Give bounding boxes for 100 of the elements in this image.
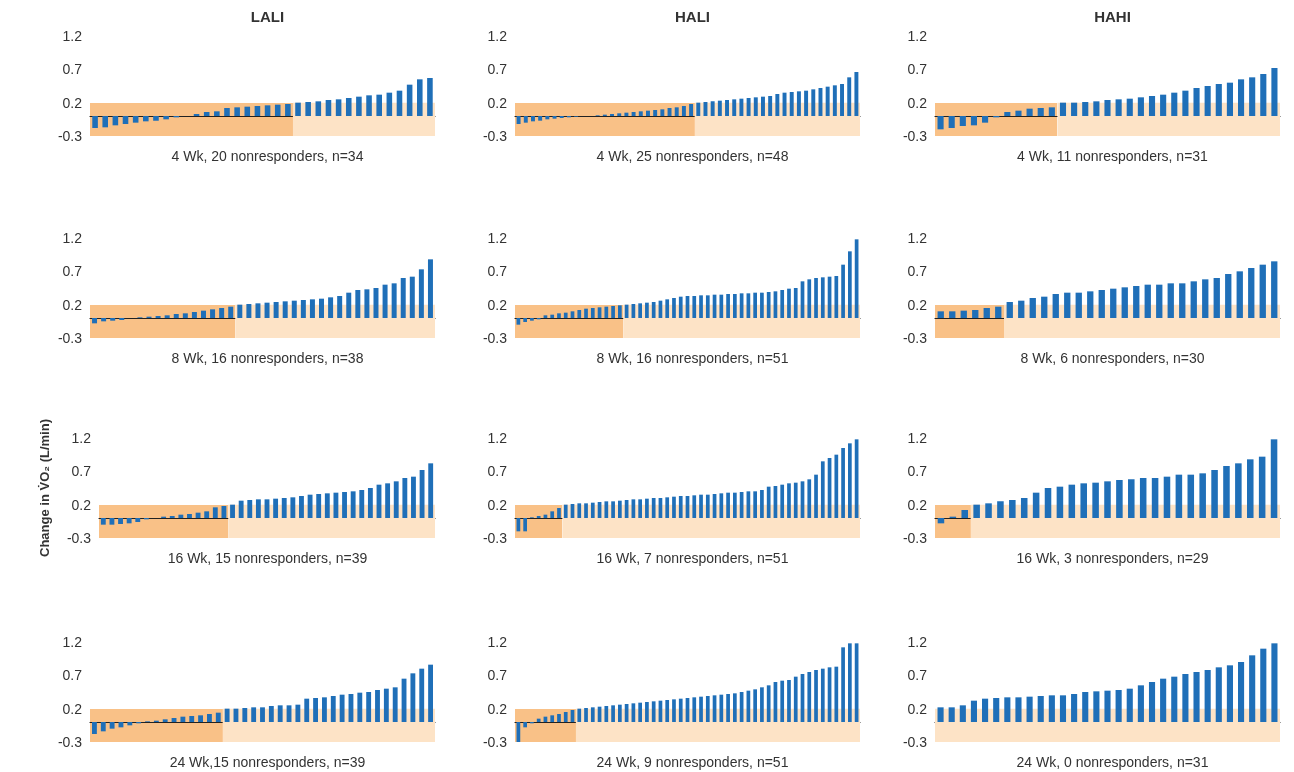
bar xyxy=(273,498,279,518)
bar xyxy=(699,696,703,722)
y-tick-label: 0.7 xyxy=(62,263,83,280)
bar xyxy=(224,708,230,722)
bar xyxy=(538,116,543,121)
bar xyxy=(187,514,192,518)
bar xyxy=(604,706,609,722)
bar xyxy=(1015,697,1022,722)
y-tick-label: 0.7 xyxy=(62,61,83,78)
bar xyxy=(604,306,609,318)
y-tick-label: 0.7 xyxy=(62,667,83,684)
bar xyxy=(91,722,97,734)
bar xyxy=(653,110,658,116)
y-tick-label: 1.2 xyxy=(907,230,928,246)
bar xyxy=(402,478,408,518)
bar xyxy=(820,461,825,518)
bar xyxy=(319,298,325,318)
bar xyxy=(746,98,751,116)
bar xyxy=(198,715,204,722)
bar xyxy=(1225,274,1232,318)
bar xyxy=(604,501,609,518)
bar xyxy=(1139,478,1147,518)
bar xyxy=(195,512,201,518)
bar xyxy=(153,116,159,121)
bar xyxy=(1104,100,1111,116)
bar xyxy=(282,301,288,318)
bar xyxy=(1226,82,1233,116)
y-tick-label: 0.7 xyxy=(487,463,508,480)
y-tick-label: -0.3 xyxy=(902,128,928,144)
bar xyxy=(584,708,588,722)
bar xyxy=(590,707,595,722)
bar xyxy=(645,302,649,318)
bar xyxy=(557,313,561,318)
y-tick-label: -0.3 xyxy=(482,734,508,750)
bar xyxy=(1026,696,1033,722)
bar xyxy=(678,296,683,318)
bar xyxy=(814,670,818,722)
bar xyxy=(949,311,956,318)
bar xyxy=(1148,682,1156,722)
bar xyxy=(367,488,373,518)
bar xyxy=(224,108,230,116)
bar xyxy=(523,116,528,123)
bar xyxy=(295,102,301,116)
bar xyxy=(1098,290,1105,318)
bar xyxy=(970,700,978,722)
bar xyxy=(937,311,944,318)
bar xyxy=(705,696,710,722)
bar xyxy=(357,692,363,722)
bar xyxy=(665,700,670,722)
bar xyxy=(793,288,798,318)
bar xyxy=(834,454,839,518)
bar xyxy=(753,97,758,116)
y-tick-label: 1.2 xyxy=(62,28,83,44)
bar xyxy=(1171,92,1178,116)
bar xyxy=(841,264,845,318)
bar xyxy=(1093,691,1100,722)
bar xyxy=(309,299,315,318)
bar xyxy=(732,99,737,116)
bar xyxy=(1248,268,1255,318)
bar xyxy=(1075,292,1082,318)
bar xyxy=(780,484,785,518)
bar xyxy=(1202,279,1209,318)
bar xyxy=(970,116,978,126)
bar xyxy=(584,503,588,518)
y-tick-label: 0.2 xyxy=(907,700,928,717)
bar xyxy=(1059,102,1067,116)
bar xyxy=(545,116,550,120)
bar xyxy=(127,722,133,726)
y-tick-label: 1.2 xyxy=(907,634,928,650)
bar xyxy=(617,113,622,116)
bar xyxy=(1213,278,1220,318)
bar xyxy=(132,116,139,123)
bar xyxy=(1115,690,1122,722)
bar xyxy=(1137,685,1144,722)
bar xyxy=(277,705,283,722)
bar xyxy=(313,698,319,722)
y-tick-label: -0.3 xyxy=(66,530,92,546)
bar xyxy=(364,289,370,318)
bar xyxy=(617,305,622,318)
bar xyxy=(705,295,710,318)
bar xyxy=(100,518,106,525)
y-tick-label: 0.2 xyxy=(62,700,83,717)
bar xyxy=(1151,478,1159,518)
bar xyxy=(807,479,812,518)
y-tick-label: 1.2 xyxy=(71,430,92,446)
bar xyxy=(1126,98,1133,116)
bar xyxy=(382,284,388,318)
bar xyxy=(1179,283,1186,318)
bar xyxy=(699,494,703,518)
bar xyxy=(645,702,649,722)
bar xyxy=(1226,665,1233,722)
bar xyxy=(948,707,955,722)
bar xyxy=(373,288,379,318)
bar xyxy=(523,518,528,532)
bar xyxy=(793,676,798,722)
bar xyxy=(260,707,265,722)
bar xyxy=(590,502,595,518)
bar xyxy=(550,511,555,518)
bar xyxy=(796,91,801,116)
bar xyxy=(345,98,352,116)
